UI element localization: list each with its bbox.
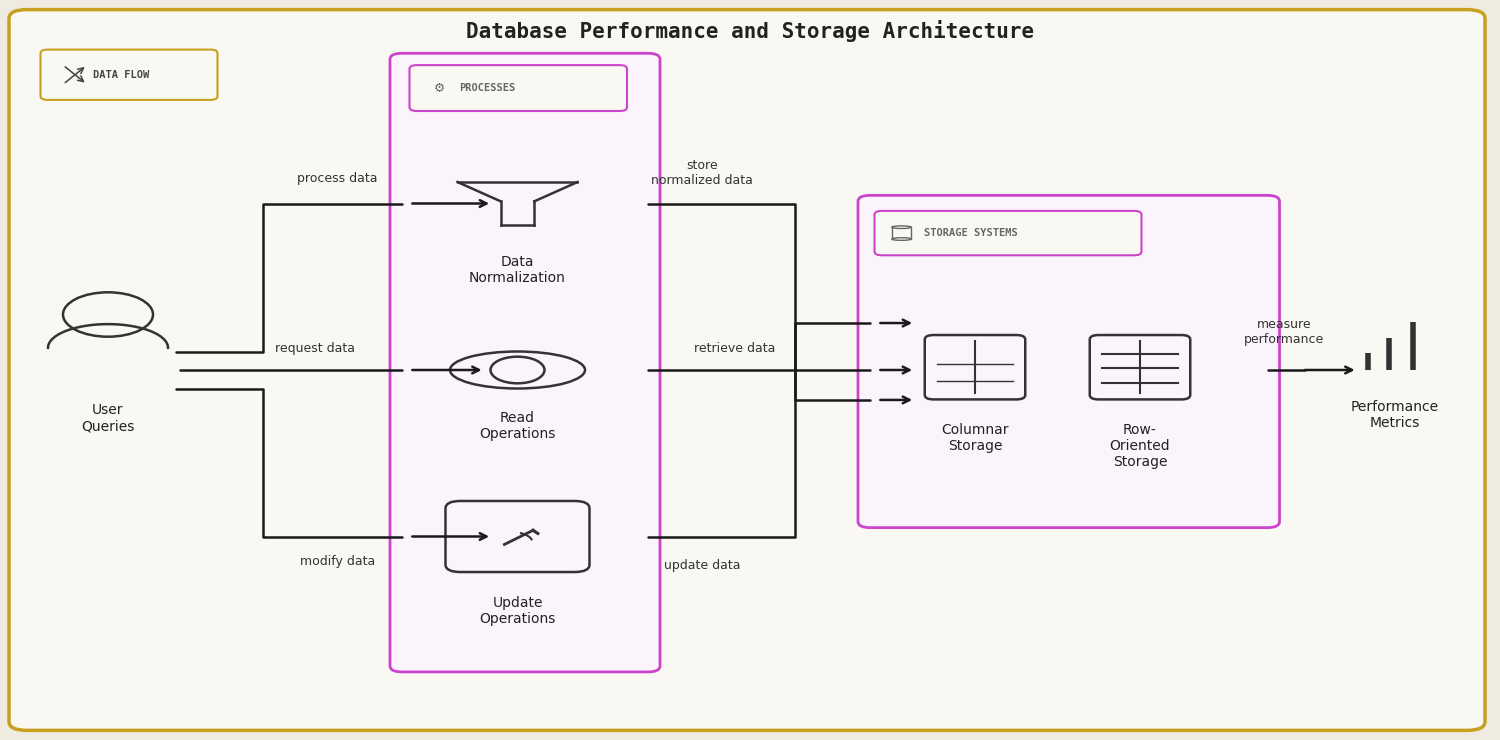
FancyBboxPatch shape — [390, 53, 660, 672]
Text: STORAGE SYSTEMS: STORAGE SYSTEMS — [924, 228, 1017, 238]
Text: update data: update data — [663, 559, 741, 572]
Text: Database Performance and Storage Architecture: Database Performance and Storage Archite… — [466, 20, 1034, 42]
Text: ⚙: ⚙ — [433, 81, 445, 95]
Text: Read
Operations: Read Operations — [480, 411, 555, 441]
FancyBboxPatch shape — [410, 65, 627, 111]
Text: process data: process data — [297, 172, 378, 185]
Text: store
normalized data: store normalized data — [651, 159, 753, 187]
Text: request data: request data — [274, 342, 356, 355]
FancyBboxPatch shape — [858, 195, 1280, 528]
Text: Columnar
Storage: Columnar Storage — [942, 423, 1008, 454]
Text: Row-
Oriented
Storage: Row- Oriented Storage — [1110, 423, 1170, 469]
Text: retrieve data: retrieve data — [694, 342, 776, 355]
Text: measure
performance: measure performance — [1244, 318, 1324, 346]
Text: PROCESSES: PROCESSES — [459, 83, 516, 93]
Text: User
Queries: User Queries — [81, 403, 135, 434]
Text: Performance
Metrics: Performance Metrics — [1352, 400, 1438, 430]
FancyBboxPatch shape — [9, 10, 1485, 730]
FancyBboxPatch shape — [40, 50, 218, 100]
Text: Data
Normalization: Data Normalization — [470, 255, 566, 285]
Text: modify data: modify data — [300, 555, 375, 568]
FancyBboxPatch shape — [874, 211, 1142, 255]
Text: Update
Operations: Update Operations — [480, 596, 555, 626]
Text: DATA FLOW: DATA FLOW — [93, 70, 148, 80]
